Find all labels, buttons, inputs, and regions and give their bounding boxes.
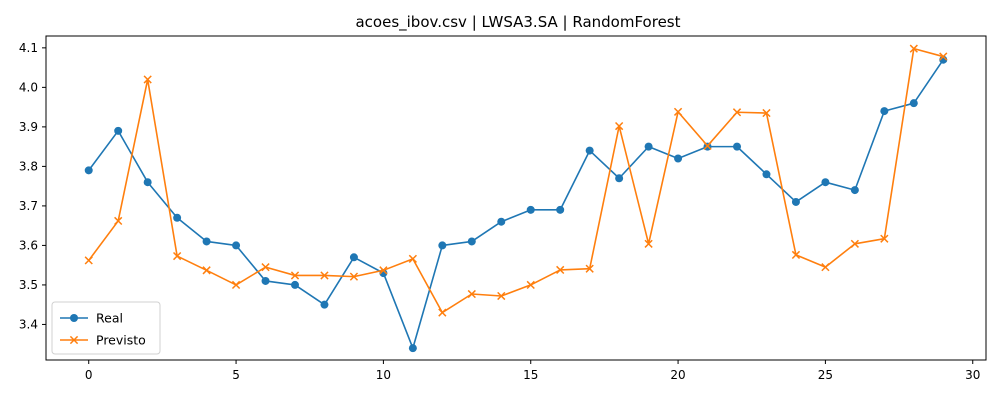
data-point — [644, 142, 653, 151]
data-point — [703, 141, 712, 150]
data-point — [114, 216, 123, 226]
x-tick-label: 10 — [376, 368, 391, 382]
series-line — [88, 59, 944, 349]
y-tick-label: 4.1 — [19, 41, 38, 55]
x-tick-label: 5 — [232, 368, 240, 382]
legend-item-real: Real — [60, 311, 123, 326]
data-point — [143, 75, 152, 84]
data-point — [408, 254, 417, 263]
legend-box — [51, 301, 161, 355]
data-point — [880, 234, 889, 243]
data-point — [349, 272, 359, 281]
data-point — [408, 344, 417, 353]
data-point — [762, 170, 771, 179]
data-point — [261, 276, 270, 285]
x-axis: 0 5 10 15 20 25 30 — [85, 360, 980, 382]
data-point — [615, 121, 624, 131]
x-tick-label: 25 — [818, 368, 833, 382]
data-point — [732, 108, 742, 117]
data-point — [290, 271, 300, 280]
x-tick-label: 20 — [670, 368, 685, 382]
y-axis: 3.4 3.5 3.6 3.7 3.8 3.9 4.0 4.1 — [19, 41, 46, 331]
chart-title: acoes_ibov.csv | LWSA3.SA | RandomForest — [355, 13, 680, 32]
data-point — [379, 266, 388, 275]
data-point — [261, 263, 270, 272]
data-point — [526, 280, 535, 290]
data-point — [320, 300, 329, 309]
data-point — [173, 213, 182, 222]
axes-frame — [45, 35, 987, 361]
data-point — [497, 217, 506, 226]
plot-area — [84, 44, 948, 353]
data-point — [585, 264, 594, 273]
data-point — [909, 99, 918, 108]
legend: Real Previsto — [51, 301, 161, 355]
data-point — [526, 205, 535, 214]
legend-marker — [70, 314, 78, 322]
y-tick-label: 4.0 — [19, 80, 38, 94]
y-tick-label: 3.6 — [19, 238, 38, 252]
data-point — [232, 241, 241, 250]
data-point — [467, 289, 476, 299]
data-point — [114, 126, 123, 135]
series-line — [88, 47, 944, 314]
data-point — [202, 237, 211, 246]
data-point — [791, 197, 800, 206]
data-point — [556, 205, 565, 214]
data-point — [673, 107, 683, 116]
data-point — [556, 265, 565, 275]
data-point — [880, 107, 889, 116]
x-tick-label: 15 — [523, 368, 538, 382]
data-point — [733, 142, 742, 151]
legend-label: Real — [96, 311, 123, 326]
data-point — [202, 266, 211, 275]
data-point — [909, 44, 918, 53]
data-point — [320, 271, 329, 280]
y-tick-label: 3.9 — [19, 120, 38, 134]
y-tick-label: 3.5 — [19, 278, 38, 292]
legend-marker — [69, 335, 79, 345]
data-point — [172, 251, 182, 261]
data-point — [762, 108, 771, 118]
data-point — [438, 241, 447, 250]
data-point — [615, 174, 624, 183]
data-point — [467, 237, 476, 246]
data-point — [939, 52, 948, 61]
data-point — [231, 280, 241, 290]
y-tick-label: 3.8 — [19, 159, 38, 173]
data-point — [438, 308, 447, 317]
series-real — [84, 55, 948, 353]
data-point — [850, 239, 860, 248]
legend-item-previsto: Previsto — [60, 333, 146, 348]
data-point — [349, 253, 358, 262]
data-point — [791, 250, 801, 260]
series-previsto — [84, 44, 948, 317]
data-point — [850, 186, 859, 195]
data-point — [290, 280, 299, 289]
data-point — [497, 291, 506, 301]
legend-label: Previsto — [96, 333, 146, 348]
y-tick-label: 3.4 — [19, 317, 38, 331]
data-point — [84, 166, 93, 175]
y-tick-label: 3.7 — [19, 199, 38, 213]
data-point — [143, 178, 152, 187]
data-point — [84, 256, 93, 265]
x-tick-label: 0 — [85, 368, 93, 382]
data-point — [674, 154, 683, 163]
data-point — [644, 239, 653, 248]
data-point — [821, 178, 830, 187]
data-point — [585, 146, 594, 155]
data-point — [821, 263, 830, 272]
x-tick-label: 30 — [965, 368, 980, 382]
